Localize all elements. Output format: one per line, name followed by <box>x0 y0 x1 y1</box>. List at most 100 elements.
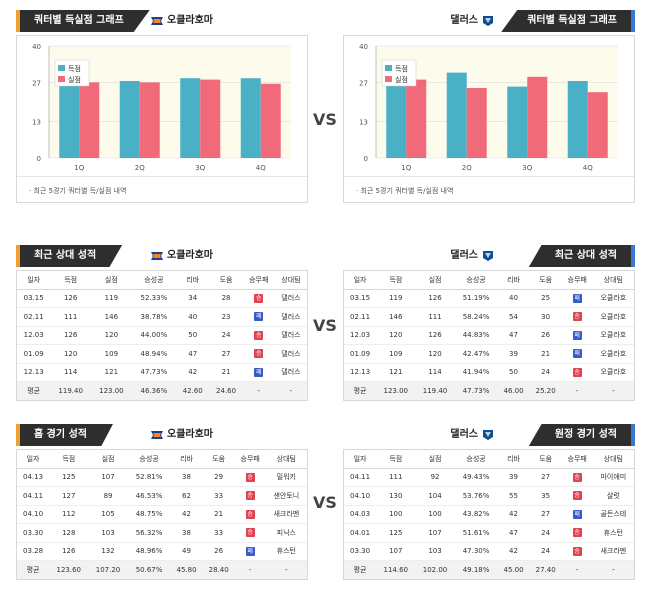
table-cell: 39 <box>497 468 530 487</box>
tab-recent-left[interactable]: 최근 상대 성적 <box>16 245 123 267</box>
table-header-row: 일자 득점 실점 승성공 리바 도움 승무패 상대팀 <box>17 271 307 290</box>
column-header: 실점 <box>91 271 132 290</box>
table-cell: 38 <box>170 523 203 543</box>
column-header: 도움 <box>529 450 562 469</box>
table-cell: 21 <box>529 344 562 364</box>
win-badge: 승 <box>245 491 255 501</box>
tab-recent-right[interactable]: 최근 상대 성적 <box>528 245 635 267</box>
thunder-logo-icon <box>151 431 163 439</box>
table-row: 04.13 125 107 52.81% 38 29 승 밀워키 <box>17 468 307 487</box>
column-header: 승성공 <box>131 271 177 290</box>
table-cell: 29 <box>202 468 235 487</box>
x-tick-label: 2Q <box>135 164 145 172</box>
table-cell: 40 <box>497 289 530 308</box>
column-header: 승무패 <box>561 450 593 469</box>
table-cell: 121 <box>91 363 132 382</box>
away-panel-right: 원정 경기 성적 댈러스 일자 득점 실점 승성공 리바 도움 승무패 상대팀 04.11 111… <box>343 424 635 580</box>
table-cell: 132 <box>88 542 128 561</box>
team-name-right: 댈러스 <box>450 13 495 29</box>
table-cell: 52.33% <box>131 289 177 308</box>
result-cell: 승 <box>561 363 593 382</box>
table-cell: 107 <box>88 468 128 487</box>
table-cell: 126 <box>415 326 455 345</box>
table-cell: 109 <box>91 344 132 364</box>
win-badge: 승 <box>245 472 255 482</box>
average-cell: - <box>265 560 307 579</box>
table-cell: 105 <box>88 505 128 524</box>
average-cell: 평균 <box>17 381 51 400</box>
average-cell: 119.40 <box>415 381 455 400</box>
table-cell: 42 <box>497 505 530 524</box>
table-cell: 92 <box>415 468 455 487</box>
table-cell: 21 <box>209 363 243 382</box>
column-header: 승무패 <box>234 450 266 469</box>
table-row: 12.03 120 126 44.83% 47 26 패 오클라호 <box>344 326 634 345</box>
result-cell: 패 <box>561 326 593 345</box>
bar-score <box>59 67 80 158</box>
average-cell: 50.67% <box>127 560 171 579</box>
bar-score <box>507 86 528 158</box>
column-header: 승무패 <box>242 271 275 290</box>
quarter-panel-left: 쿼터별 득실점 그래프 오클라호마 0 13 27 40 1Q 2Q 3Q 4Q 득점 실점 · … <box>16 10 308 203</box>
legend-box <box>54 59 90 87</box>
bar-score <box>386 78 407 158</box>
table-row: 04.10 130 104 53.76% 55 35 승 샬럿 <box>344 486 634 506</box>
legend-swatch <box>385 76 392 82</box>
team-name-right: 댈러스 <box>450 248 495 264</box>
table-cell: 03.30 <box>344 542 377 561</box>
win-badge: 승 <box>254 349 264 359</box>
result-cell: 승 <box>234 505 266 524</box>
team-name-label: 오클라호마 <box>167 250 213 261</box>
column-header: 득점 <box>376 450 416 469</box>
table-cell: 125 <box>49 468 89 487</box>
table-cell: 51.61% <box>454 523 498 543</box>
table-cell: 89 <box>88 486 128 506</box>
table-cell: 62 <box>170 486 203 506</box>
tab-quarter-left[interactable]: 쿼터별 득실점 그래프 <box>16 10 150 32</box>
average-cell: - <box>242 381 275 400</box>
table-cell: 26 <box>529 326 562 345</box>
table-cell: 댈러스 <box>274 344 307 364</box>
table-cell: 48.94% <box>131 344 177 364</box>
table-row: 02.11 146 111 58.24% 54 30 승 오클라호 <box>344 307 634 327</box>
table-cell: 47 <box>497 523 530 543</box>
table-row: 03.30 107 103 47.30% 42 24 승 새크라멘 <box>344 542 634 561</box>
result-cell: 승 <box>242 289 275 308</box>
result-cell: 승 <box>561 307 593 327</box>
table-cell: 54 <box>497 307 530 327</box>
table-cell: 12.13 <box>344 363 377 382</box>
table-cell: 샬럿 <box>592 486 634 506</box>
mavericks-logo-icon <box>483 16 493 26</box>
x-tick-label: 1Q <box>401 164 411 172</box>
legend-label: 득점 <box>68 65 81 73</box>
result-cell: 패 <box>242 363 275 382</box>
tab-away-right[interactable]: 원정 경기 성적 <box>528 424 635 446</box>
table-cell: 100 <box>376 505 416 524</box>
quarter-chart-box: 0 13 27 40 1Q 2Q 3Q 4Q 득점 실점 · 최근 5경기 쿼터별 득/실점 내역 <box>16 35 308 203</box>
legend-label: 득점 <box>395 65 408 73</box>
tab-quarter-right[interactable]: 쿼터별 득실점 그래프 <box>501 10 635 32</box>
table-cell: 107 <box>415 523 455 543</box>
table-cell: 03.30 <box>17 523 50 543</box>
table-cell: 휴스턴 <box>265 542 307 561</box>
average-cell: 49.18% <box>454 560 498 579</box>
table-cell: 04.11 <box>344 468 377 487</box>
result-cell: 승 <box>561 542 593 561</box>
vs-label-2: VS <box>313 316 337 335</box>
table-cell: 49 <box>170 542 203 561</box>
table-cell: 111 <box>376 468 416 487</box>
table-cell: 02.11 <box>17 307 51 327</box>
loss-badge: 패 <box>254 367 264 377</box>
average-row: 평균 123.60 107.20 50.67% 45.80 28.40- - <box>17 560 307 579</box>
loss-badge: 패 <box>254 312 264 322</box>
table-cell: 댈러스 <box>274 363 307 382</box>
table-cell: 휴스턴 <box>592 523 634 543</box>
average-cell: 102.00 <box>415 560 455 579</box>
table-cell: 01.09 <box>344 344 377 364</box>
win-badge: 승 <box>254 293 264 303</box>
tab-home-left[interactable]: 홈 경기 성적 <box>16 424 113 446</box>
table-cell: 49.43% <box>454 468 498 487</box>
away-table-right: 일자 득점 실점 승성공 리바 도움 승무패 상대팀 04.11 111 92 49.43% 39 27 승… <box>344 450 634 579</box>
